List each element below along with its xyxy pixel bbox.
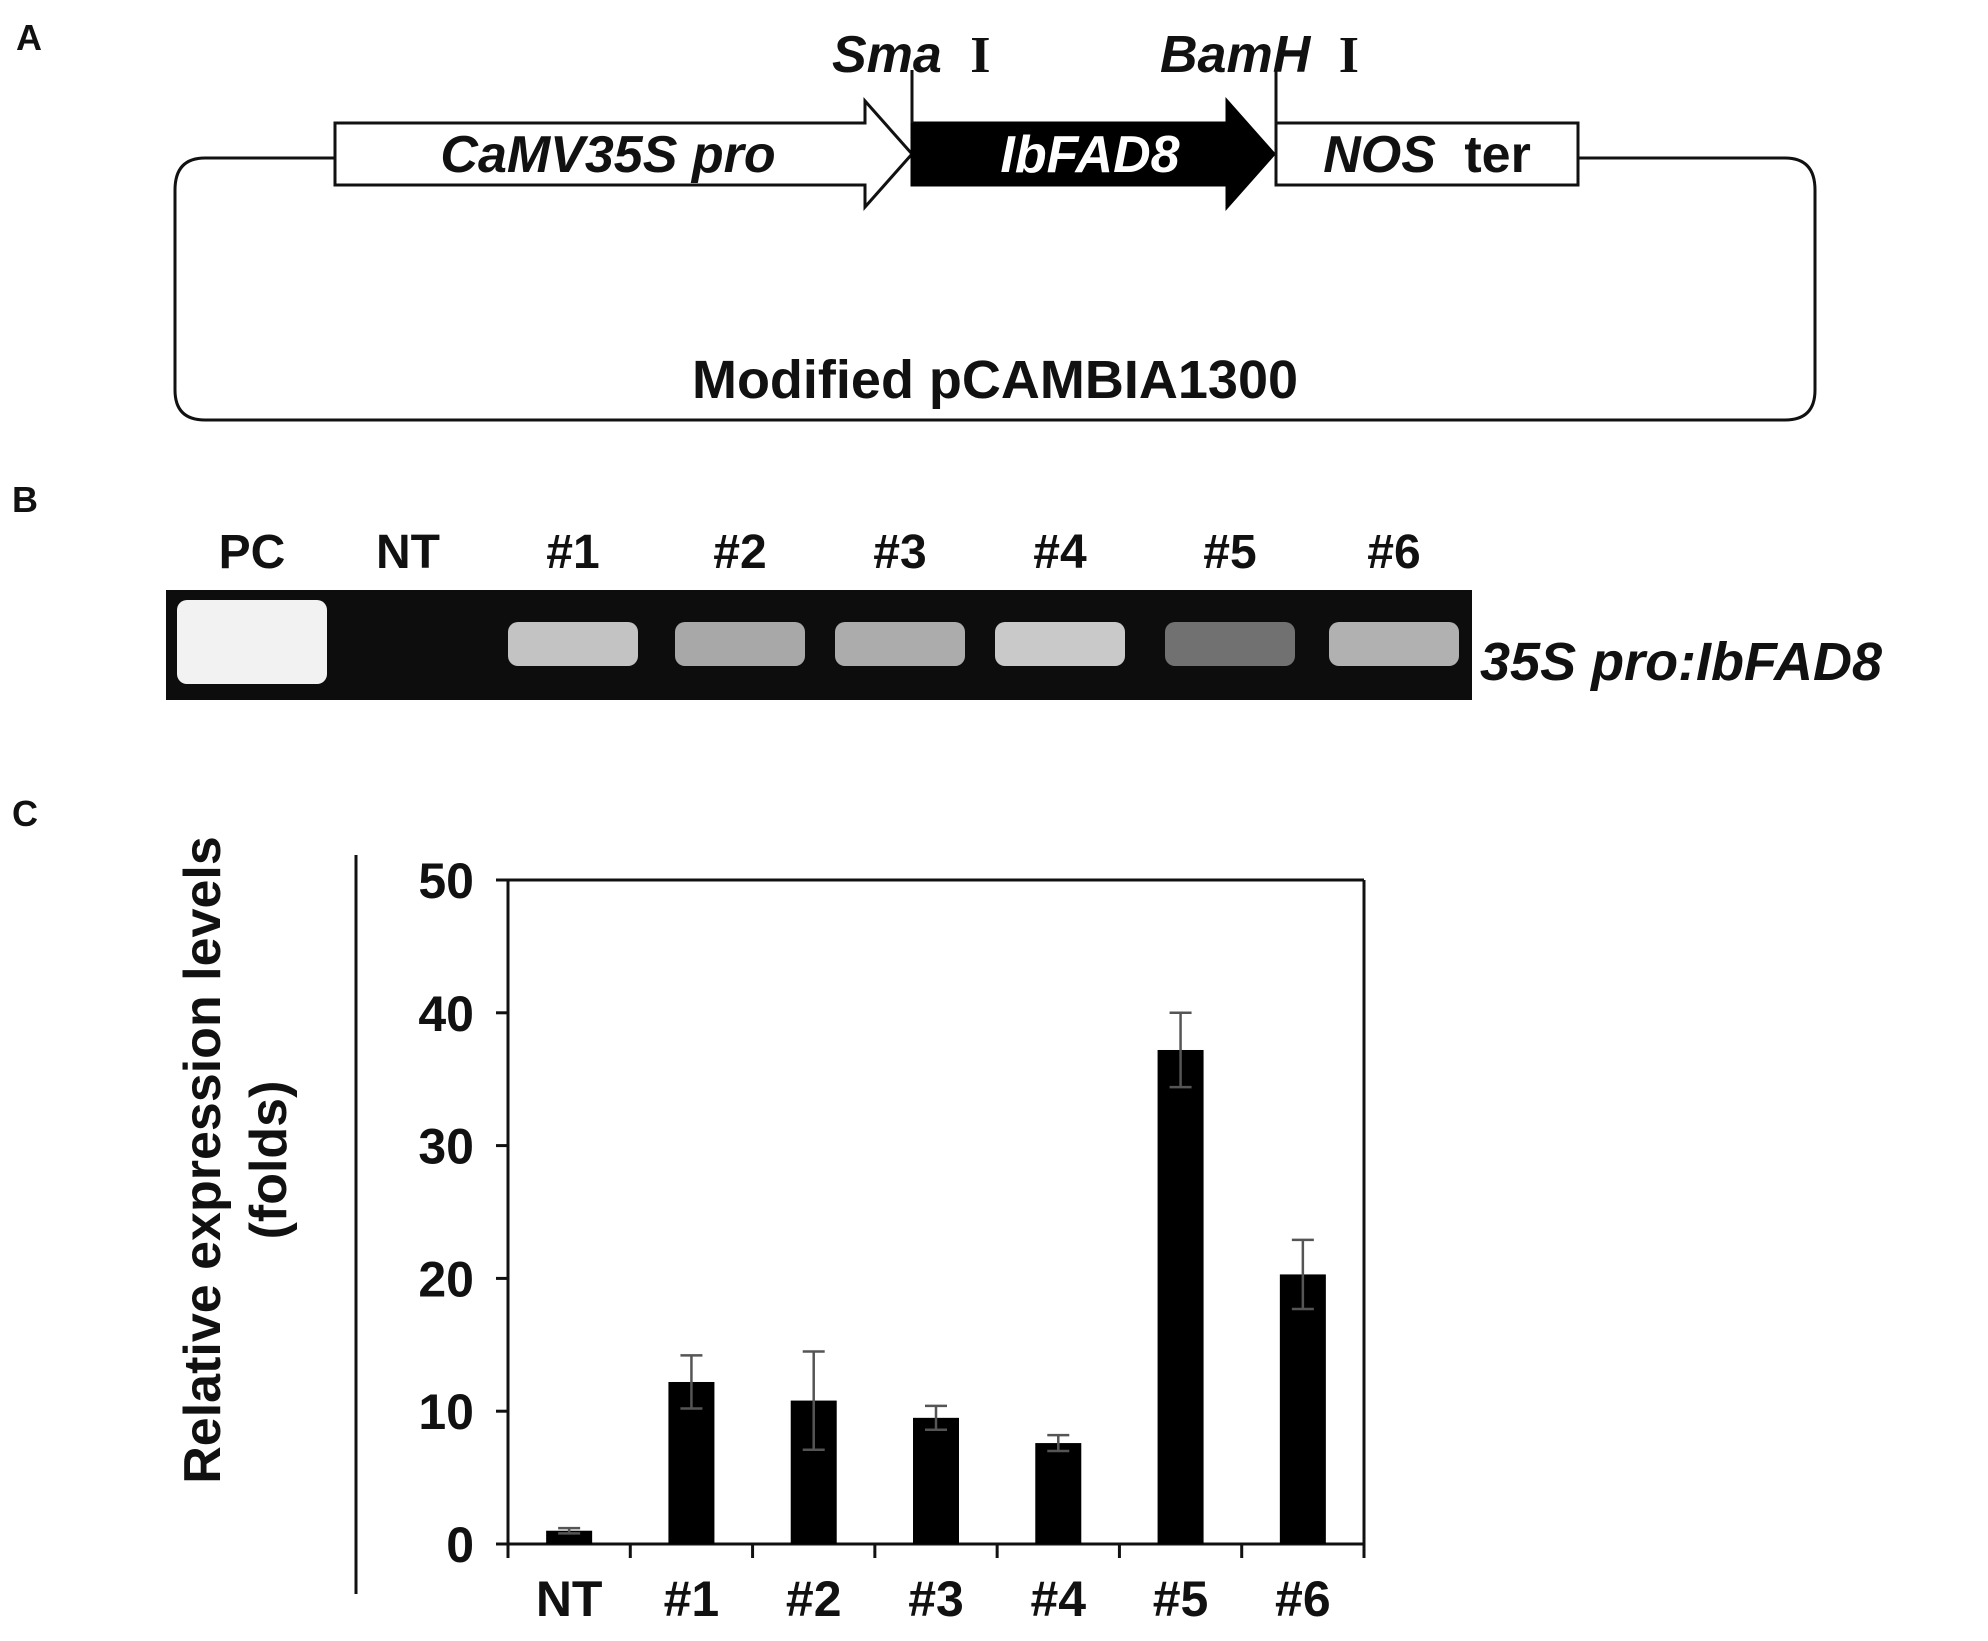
x-tick-label: #6 (1275, 1571, 1331, 1627)
gel-lane-label: #5 (1203, 526, 1256, 579)
y-tick-label: 40 (418, 986, 474, 1042)
gene-arrow (910, 97, 1277, 211)
sma-site-suffix: I (970, 27, 990, 84)
panel-b-letter: B (12, 479, 38, 520)
x-tick-label: #5 (1153, 1571, 1209, 1627)
gel-bands (177, 600, 1459, 684)
sma-site-label: Sma I (832, 26, 991, 84)
gel-lane-label: #1 (546, 526, 599, 579)
gel-band (177, 600, 327, 684)
gel-lane-label: PC (219, 526, 286, 579)
x-tick-label: NT (536, 1571, 603, 1627)
y-axis-title: Relative expression levels (folds) (174, 836, 298, 1484)
bar (546, 1530, 593, 1544)
y-axis-title-line1: Relative expression levels (174, 836, 232, 1484)
plasmid-backbone (173, 156, 1817, 422)
bamh-site-label: BamH I (1160, 26, 1359, 84)
bar (913, 1417, 959, 1544)
panel-a-letter: A (16, 17, 42, 58)
gel-band (1329, 622, 1459, 666)
gel-band (995, 622, 1125, 666)
terminator-italic: NOS (1323, 126, 1436, 184)
x-tick-label: #1 (664, 1571, 720, 1627)
bamh-site-name: BamH (1160, 26, 1312, 84)
y-tick-label: 50 (418, 853, 474, 909)
promoter-label: CaMV35S pro (440, 126, 775, 184)
terminator-label: NOS ter (1323, 126, 1531, 184)
y-tick-label: 10 (418, 1384, 474, 1440)
x-tick-label: #3 (908, 1571, 964, 1627)
bar (1279, 1274, 1326, 1544)
y-tick-label: 0 (446, 1517, 474, 1573)
gel-lane-label: #4 (1033, 526, 1087, 579)
y-tick-label: 30 (418, 1119, 474, 1175)
vector-label: Modified pCAMBIA1300 (692, 350, 1298, 410)
gel-lane-label: #6 (1367, 526, 1420, 579)
x-tick-label: #2 (786, 1571, 842, 1627)
gene-label: IbFAD8 (1000, 126, 1179, 184)
sma-site-name: Sma (832, 26, 942, 84)
gel-band (835, 622, 965, 666)
gel-band (675, 622, 805, 666)
promoter-arrow (333, 97, 915, 211)
gel-band (1165, 622, 1295, 666)
panel-c-letter: C (12, 793, 38, 834)
terminator-box (1274, 121, 1580, 187)
x-tick-label: #4 (1030, 1571, 1086, 1627)
gel-lane-labels: PC NT #1 #2 #3 #4 #5 #6 (219, 526, 1421, 579)
y-axis-title-line2: (folds) (240, 1081, 298, 1240)
bar (1157, 1049, 1204, 1544)
bar-chart: 0 10 20 30 40 50 NT #1 #2 #3 #4 #5 #6 (418, 853, 1366, 1627)
y-tick-label: 20 (418, 1251, 474, 1307)
gel-construct-label: 35S pro:IbFAD8 (1480, 632, 1882, 692)
gel-band (508, 622, 638, 666)
gel-lane-label: NT (376, 526, 440, 579)
terminator-plain: ter (1464, 126, 1530, 184)
gel-lane-label: #2 (713, 526, 766, 579)
gel-lane-label: #3 (873, 526, 926, 579)
bar (1035, 1443, 1082, 1544)
bamh-site-suffix: I (1339, 27, 1359, 84)
